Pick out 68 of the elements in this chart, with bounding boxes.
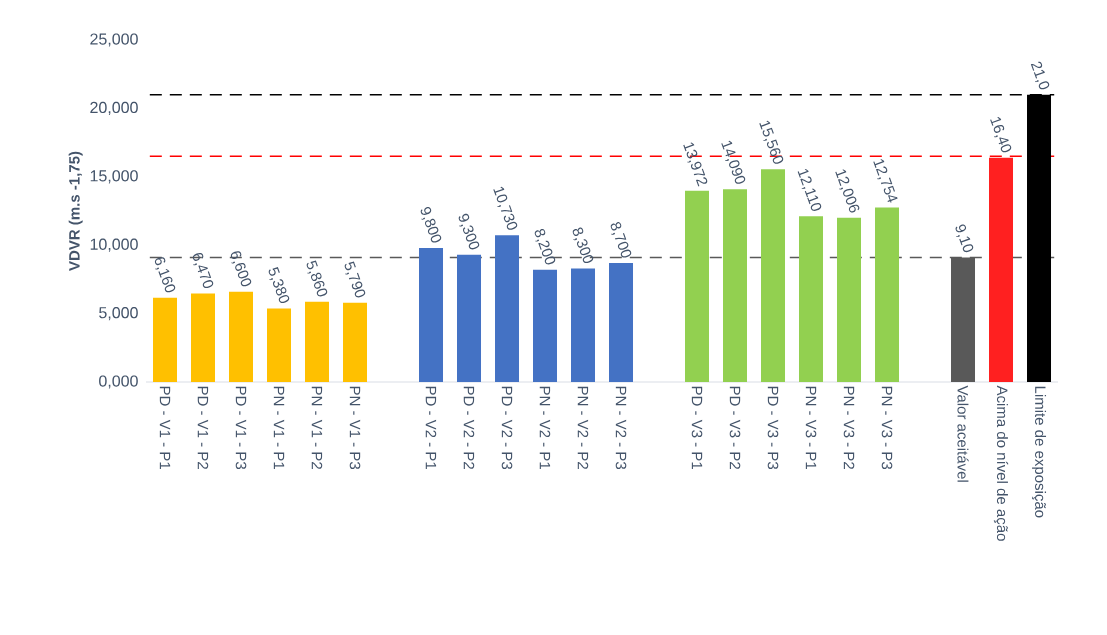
x-tick-label: PN - V3 - P1 — [805, 386, 817, 469]
bar — [875, 207, 900, 382]
x-tick-label: PD - V1 - P3 — [235, 386, 247, 470]
data-label: 10,730 — [493, 186, 518, 230]
data-label: 12,110 — [797, 169, 822, 211]
x-tick-label: PD - V3 - P3 — [767, 386, 779, 470]
bar — [495, 235, 520, 382]
data-label: 12,754 — [873, 159, 898, 203]
x-tick-label: PN - V2 - P3 — [615, 386, 627, 470]
data-label: 5,380 — [268, 267, 290, 304]
bar — [419, 247, 444, 382]
x-tick-label: Valor aceitável — [957, 385, 969, 482]
data-label: 6,160 — [154, 257, 176, 293]
x-tick-label: PN - V1 - P2 — [311, 386, 323, 469]
bar — [533, 269, 557, 382]
x-tick-label: PD - V3 - P2 — [729, 386, 741, 469]
bar — [609, 262, 634, 382]
data-label: 13,972 — [683, 142, 708, 187]
bar — [989, 157, 1014, 382]
y-tick-label: 0,000 — [99, 375, 138, 389]
bar — [571, 268, 596, 382]
bar — [457, 254, 482, 382]
x-tick-label: PD - V2 - P3 — [501, 386, 513, 470]
bar — [761, 169, 786, 382]
bar — [191, 293, 216, 382]
x-tick-label: PN - V1 - P3 — [349, 386, 361, 470]
y-tick-label: 25,000 — [90, 33, 138, 47]
x-tick-label: Limite de exposição — [1031, 386, 1047, 518]
bar — [229, 291, 253, 382]
y-tick-label: 10,000 — [90, 238, 138, 252]
x-tick-label: PD - V1 - P2 — [197, 386, 209, 469]
data-label: 5,790 — [344, 261, 366, 298]
bar — [837, 217, 862, 382]
data-label: 9,800 — [420, 206, 442, 243]
data-label: 8,200 — [534, 228, 556, 265]
bar — [799, 216, 824, 382]
data-label: 21,0 — [1030, 61, 1050, 90]
data-label: 9,10 — [955, 224, 974, 253]
x-tick-label: PN - V3 - P2 — [843, 386, 855, 469]
bar — [685, 190, 710, 382]
x-tick-label: PN - V3 - P3 — [881, 386, 893, 470]
y-axis-title: VDVR (m.s -1,75) — [68, 151, 83, 271]
bar — [305, 301, 330, 382]
x-tick-label: Acima do nível de ação — [993, 385, 1009, 541]
data-label: 9,300 — [458, 213, 480, 250]
bar — [267, 308, 291, 382]
y-tick-label: 20,000 — [90, 101, 138, 115]
data-label: 6,600 — [230, 251, 252, 287]
data-label: 5,860 — [306, 260, 328, 297]
bar — [343, 302, 368, 382]
x-tick-label: PD - V2 - P2 — [463, 386, 475, 469]
x-tick-label: PN - V2 - P2 — [577, 386, 589, 469]
x-tick-label: PD - V1 - P1 — [159, 386, 171, 469]
bar — [153, 297, 177, 382]
data-label: 15,560 — [759, 120, 784, 164]
data-label: 8,300 — [572, 227, 594, 264]
x-tick-label: PN - V1 - P1 — [273, 386, 285, 469]
data-label: 8,700 — [610, 222, 632, 258]
x-tick-label: PN - V2 - P1 — [539, 386, 551, 469]
data-label: 12,006 — [835, 169, 860, 213]
bar — [723, 189, 748, 382]
y-tick-label: 15,000 — [90, 170, 138, 184]
x-tick-label: PD - V2 - P1 — [425, 386, 437, 469]
data-label: 16,40 — [990, 117, 1012, 153]
data-label: 6,470 — [192, 252, 214, 289]
x-tick-label: PD - V3 - P1 — [691, 386, 703, 469]
y-tick-label: 5,000 — [99, 306, 138, 321]
data-label: 14,090 — [721, 140, 746, 184]
